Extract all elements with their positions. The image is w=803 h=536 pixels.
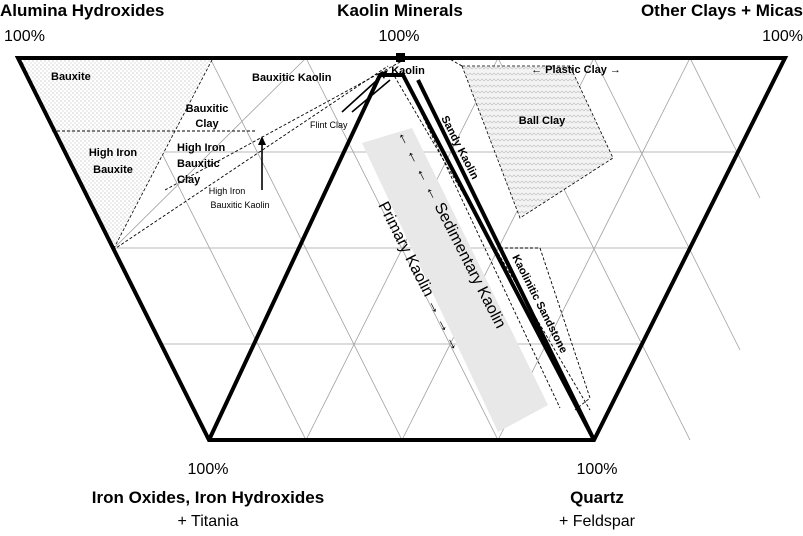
high-iron-bauxitic-clay-label-1: High Iron — [177, 142, 226, 154]
alumina-hydroxides-pct: 100% — [4, 28, 45, 45]
kaolin-minerals-pct: 100% — [379, 28, 420, 45]
plastic-clay-label: ← Plastic Clay → — [531, 64, 621, 76]
flint-clay-label: Flint Clay — [310, 120, 348, 130]
quartz-pct: 100% — [577, 461, 618, 478]
pointer-arrowheads — [258, 70, 388, 145]
iron-oxides-title: Iron Oxides, Iron Hydroxides — [92, 488, 324, 507]
quartz-sub: + Feldspar — [559, 513, 636, 530]
high-iron-bauxite-label-1: High Iron — [89, 147, 138, 159]
bauxitic-clay-label-1: Bauxitic — [186, 103, 229, 115]
bauxitic-kaolin-label: Bauxitic Kaolin — [252, 72, 332, 84]
high-iron-bauxitic-clay-label-2: Bauxitic — [177, 158, 220, 170]
iron-oxides-sub: + Titania — [178, 513, 239, 530]
pointer-arrows — [261, 71, 391, 190]
other-clays-micas-pct: 100% — [762, 28, 803, 45]
kaolinitic-sandstone-label: Kaolinitic Sandstone — [509, 253, 569, 355]
kaolin-minerals-title: Kaolin Minerals — [337, 1, 463, 20]
diagram-outline — [14, 53, 789, 442]
other-clays-micas-title: Other Clays + Micas — [641, 1, 803, 20]
iron-oxides-pct: 100% — [188, 461, 229, 478]
high-iron-bauxite-label-2: Bauxite — [93, 164, 133, 176]
ball-clay-label: Ball Clay — [519, 115, 566, 127]
kaolin-label: Kaolin — [391, 65, 425, 77]
high-iron-bauxitic-kaolin-label-2: Bauxitic Kaolin — [210, 200, 269, 210]
sandy-kaolin-label: Sandy Kaolin — [438, 114, 480, 182]
quartz-title: Quartz — [570, 488, 624, 507]
bauxite-label: Bauxite — [51, 71, 91, 83]
ball-clay-region — [461, 65, 614, 219]
high-iron-bauxitic-kaolin-label-1: High Iron — [209, 186, 246, 196]
high-iron-bauxitic-clay-label-3: Clay — [177, 174, 201, 186]
alumina-hydroxides-title: Alumina Hydroxides — [0, 1, 164, 20]
bauxitic-clay-label-2: Clay — [195, 118, 219, 130]
kaolin-trend-band — [362, 128, 548, 432]
